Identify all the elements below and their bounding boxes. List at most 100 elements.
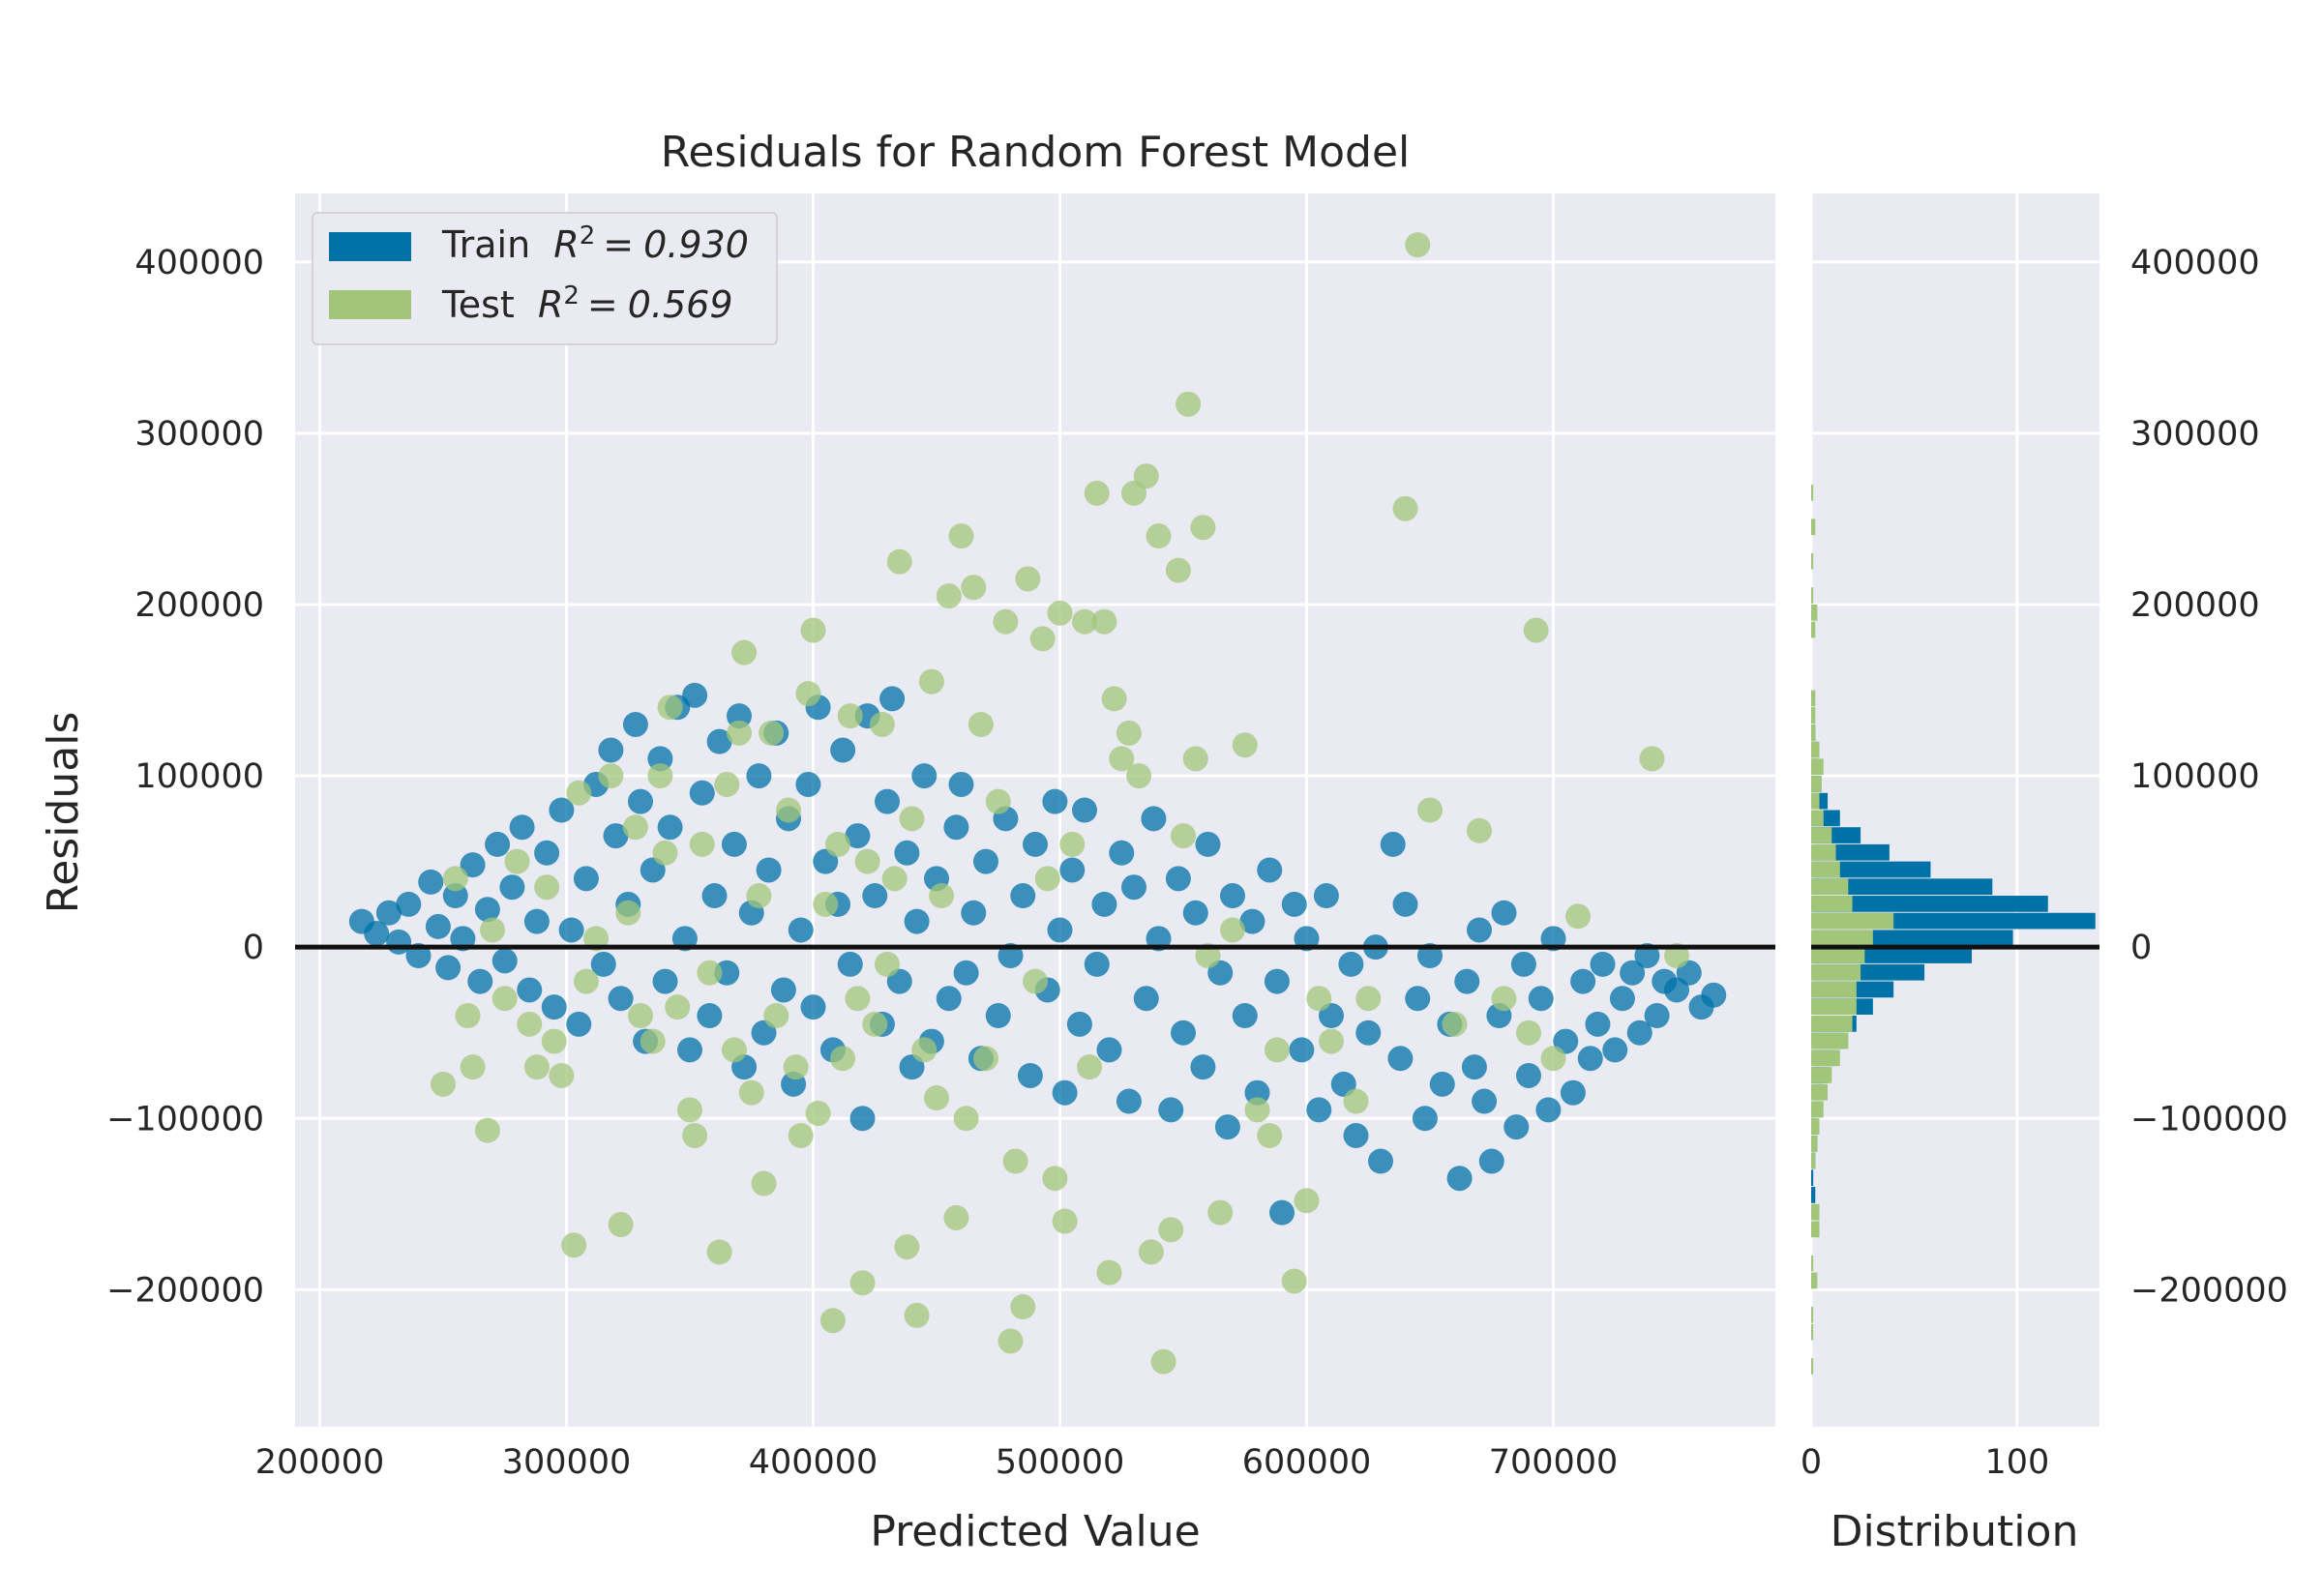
histogram-x-tick-label: 100: [1984, 1443, 2049, 1482]
train-point: [879, 686, 906, 712]
train-point: [1609, 986, 1635, 1012]
train-point: [1491, 900, 1517, 926]
train-point: [491, 948, 518, 974]
train-point: [1535, 1097, 1562, 1123]
test-point: [714, 771, 740, 797]
test-point: [628, 1003, 653, 1028]
train-point: [904, 908, 930, 934]
train-point: [830, 737, 856, 763]
test-point: [948, 523, 974, 549]
legend-train-name: Train: [441, 223, 530, 266]
train-point: [689, 780, 715, 806]
histogram-test-bar: [1811, 1101, 1824, 1118]
y-axis-label: Residuals: [39, 712, 88, 914]
test-point: [825, 831, 850, 857]
train-point: [1380, 831, 1406, 857]
train-point: [435, 955, 461, 981]
train-point: [1165, 866, 1191, 892]
train-point: [499, 874, 525, 901]
train-point: [1429, 1071, 1455, 1097]
train-point: [770, 977, 796, 1003]
train-point: [1306, 1097, 1332, 1123]
histogram-x-tick-label: 0: [1801, 1443, 1822, 1482]
test-point: [875, 951, 900, 977]
test-point: [549, 1062, 575, 1088]
histogram-test-bar: [1811, 1221, 1820, 1238]
test-point: [1190, 515, 1216, 541]
test-point: [1138, 1239, 1164, 1265]
test-point: [541, 1028, 567, 1054]
train-point: [1264, 968, 1290, 994]
x-tick-label: 500000: [996, 1443, 1125, 1482]
y-axis-ticks: 400000 300000 200000 100000 0 −100000 −200000: [106, 244, 264, 1311]
train-point: [1010, 883, 1036, 909]
histogram-test-bar: [1811, 707, 1816, 724]
train-point: [474, 897, 500, 923]
test-point: [1244, 1097, 1270, 1123]
train-point: [1478, 1148, 1504, 1174]
train-point: [837, 951, 863, 977]
train-point: [985, 1003, 1011, 1028]
train-point: [1121, 874, 1146, 901]
test-point: [911, 1037, 938, 1063]
test-point: [561, 1232, 587, 1258]
histogram-train-bar: [1811, 896, 2048, 912]
test-point: [795, 681, 821, 707]
train-point: [1023, 831, 1048, 857]
test-point: [1158, 1217, 1184, 1243]
train-point: [948, 771, 974, 797]
histogram-test-bar: [1811, 912, 1894, 930]
train-point: [1182, 900, 1208, 926]
scatter-plot-background: [295, 193, 1775, 1427]
test-point: [491, 986, 518, 1012]
legend-box: [312, 212, 778, 345]
histogram-test-bars: [1811, 485, 1894, 1374]
test-point: [523, 1054, 550, 1080]
histogram-test-bar: [1811, 552, 1814, 570]
histogram-y-tick-label: 100000: [2130, 757, 2260, 796]
histogram-test-bar: [1811, 724, 1816, 741]
train-point: [657, 814, 683, 841]
histogram-area: 0 100 400000 300000 200000 100000 0 −100000 −20…: [1801, 193, 2288, 1482]
test-point: [1319, 1028, 1344, 1054]
test-point: [1207, 1199, 1234, 1226]
train-point: [1387, 1046, 1414, 1072]
histogram-test-bar: [1811, 1323, 1814, 1341]
train-point: [1368, 1148, 1393, 1174]
test-point: [973, 1046, 998, 1072]
train-point: [628, 788, 653, 814]
train-point: [590, 951, 616, 977]
train-point: [467, 968, 493, 994]
train-point: [1257, 857, 1283, 883]
train-point: [697, 1003, 723, 1028]
train-point: [608, 986, 634, 1012]
histogram-test-bar: [1811, 792, 1820, 810]
test-point: [1392, 495, 1418, 521]
train-point: [845, 823, 871, 849]
y-tick-label: 200000: [134, 586, 264, 625]
test-point: [924, 1085, 949, 1110]
train-point: [652, 968, 678, 994]
train-point: [875, 788, 900, 814]
test-point: [918, 668, 944, 695]
histogram-test-bar: [1811, 947, 1865, 963]
test-point: [1257, 1122, 1283, 1148]
train-point: [943, 814, 969, 841]
test-point: [1491, 986, 1517, 1012]
test-point: [1002, 1148, 1028, 1174]
train-point: [1392, 891, 1418, 917]
y-tick-label: 0: [243, 929, 264, 967]
train-point: [1059, 857, 1086, 883]
x-tick-label: 700000: [1489, 1443, 1619, 1482]
train-point: [1454, 968, 1480, 994]
test-point: [943, 1204, 969, 1230]
test-point: [1042, 1166, 1068, 1192]
histogram-test-bar: [1811, 861, 1840, 878]
test-point: [622, 814, 648, 841]
test-point: [759, 720, 785, 746]
histogram-x-ticks: 0 100: [1801, 1443, 2049, 1482]
train-point: [523, 908, 550, 934]
test-point: [1343, 1088, 1369, 1114]
legend: Train R2 = 0.930 Test R2 = 0.569: [312, 212, 778, 345]
